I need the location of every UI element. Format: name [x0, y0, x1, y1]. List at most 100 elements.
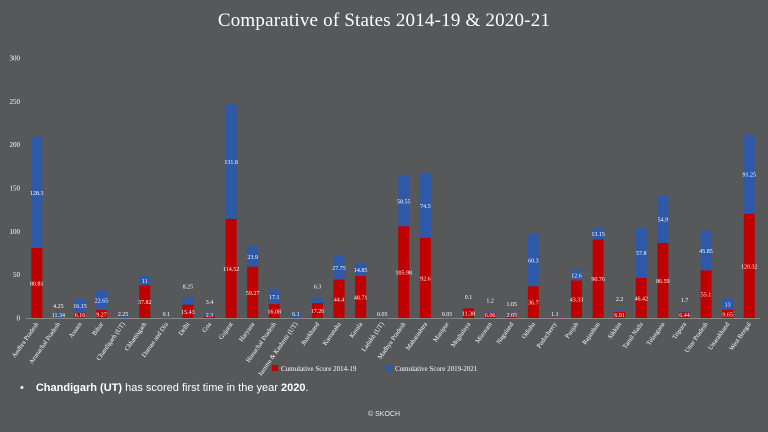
chart-title: Comparative of States 2014-19 & 2020-21 — [217, 10, 551, 31]
x-tick-label: West Bengal — [728, 321, 753, 352]
value-label-2014-19: 44.4 — [334, 297, 345, 303]
axes: 0 50 100 150 200 250 300 — [10, 55, 760, 323]
bar-2014-19 — [635, 277, 647, 318]
x-tick-label: Tripura — [671, 321, 688, 341]
bar-2019-21 — [52, 314, 64, 318]
x-tick-label: Delhi — [178, 321, 192, 337]
bar-2014-19 — [398, 226, 410, 318]
x-tick-label: Gujarat — [218, 321, 235, 341]
value-label-2019-21: 12.6 — [571, 273, 582, 279]
x-tick-label: Manipur — [432, 320, 451, 343]
x-tick-label: Odisha — [521, 321, 537, 340]
x-tick-label: Mizoram — [474, 321, 493, 345]
value-label-2019-21: 0.1 — [163, 312, 171, 318]
x-tick-label: Goa — [201, 321, 213, 334]
value-label-2014-19: 43.33 — [570, 298, 584, 304]
bar-2014-19 — [311, 303, 323, 318]
bar-2019-21 — [355, 262, 367, 276]
bar-2019-21 — [225, 104, 237, 219]
value-label-2014-19: 9.27 — [96, 312, 107, 318]
value-label-2019-21: 8.25 — [183, 284, 194, 290]
value-label-2014-19: 55.1 — [701, 293, 712, 299]
value-label-2019-21: 3.4 — [206, 300, 214, 306]
x-tick-label: Telangana — [645, 321, 666, 347]
value-label-2019-21: 74.5 — [420, 204, 431, 210]
bar-2014-19 — [484, 312, 496, 318]
bar-2014-19 — [678, 312, 690, 318]
bar-2014-19 — [571, 280, 582, 318]
bar-2019-21 — [204, 313, 215, 317]
bar-2014-19 — [333, 279, 345, 318]
legend-label: Cumulative Score 2014-19 — [281, 365, 357, 373]
y-tick-label: 50 — [13, 271, 21, 279]
legend: Cumulative Score 2014-19 Cumulative Score… — [272, 365, 478, 373]
value-label-2019-21: 14.85 — [354, 268, 368, 274]
value-label-2014-19: 6.16 — [75, 313, 86, 319]
value-label-2019-21: 2.2 — [616, 297, 624, 303]
x-tick-label: Rajasthan — [581, 321, 602, 347]
value-label-2014-19: 6.91 — [614, 313, 625, 319]
value-label-2019-21: 4.25 — [53, 304, 64, 310]
footnote: • Chandigarh (UT) has scored first time i… — [20, 382, 309, 394]
x-tick-label: Punjab — [564, 321, 580, 340]
value-label-2014-19: 46.42 — [635, 296, 649, 302]
bar-2014-19 — [355, 275, 367, 318]
bar-2019-21 — [700, 230, 712, 271]
value-label-2019-21: 22.65 — [95, 299, 109, 305]
bar-2014-19 — [592, 239, 604, 318]
value-label-2014-19: 105.98 — [396, 271, 413, 277]
value-label-2014-19: 90.76 — [591, 277, 605, 283]
bar-2019-21 — [527, 233, 539, 287]
x-tick-label: Karnataka — [322, 321, 343, 347]
bar-2014-19 — [419, 237, 431, 318]
bar-2014-19 — [247, 266, 259, 318]
value-label-2019-21: 128.3 — [30, 191, 44, 197]
value-label-2019-21: 13.15 — [591, 232, 605, 238]
bar-2019-21 — [247, 245, 259, 267]
value-label-2014-19: 37.82 — [138, 300, 152, 306]
value-label-2019-21: 1.2 — [486, 299, 494, 305]
bar-2019-21 — [506, 314, 518, 316]
bar-2019-21 — [614, 310, 626, 313]
value-label-2019-21: 11 — [142, 279, 148, 285]
bar-2019-21 — [333, 255, 345, 280]
note-subject: Chandigarh (UT) — [35, 382, 123, 394]
x-tick-label: Kerala — [349, 321, 365, 339]
note-year: 2020 — [280, 382, 306, 394]
x-tick-label: Maharashtra — [405, 321, 429, 352]
bar-2014-19 — [139, 285, 151, 318]
legend-label: Cumulative Score 2019-2021 — [395, 365, 478, 373]
value-label-2014-19: 36.7 — [528, 301, 539, 307]
bar-2014-19 — [743, 213, 755, 318]
value-label-2019-21: 1.05 — [506, 302, 517, 308]
value-label-2019-21: 6.3 — [314, 285, 322, 291]
bar-2014-19 — [463, 308, 475, 318]
bar-2019-21 — [74, 298, 86, 313]
value-label-2014-19: 16.08 — [268, 310, 282, 316]
value-label-2019-21: 91.25 — [742, 173, 756, 179]
value-labels: 80.81 128.3 11.34 4.25 6.16 16.15 9.27 22.65 2.2… — [30, 160, 757, 319]
bar-2019-21 — [398, 175, 410, 227]
y-tick-label: 250 — [10, 98, 21, 106]
bar-2019-21 — [484, 311, 496, 313]
value-label-2019-21: 0.1 — [465, 295, 473, 301]
value-label-2014-19: 11.34 — [52, 313, 65, 319]
bar-2019-21 — [657, 195, 669, 243]
y-tick-label: 150 — [10, 185, 21, 193]
bar-2014-19 — [268, 304, 280, 318]
value-label-2019-21: 6.1 — [292, 312, 300, 318]
x-tick-label: Haryana — [238, 321, 256, 343]
value-label-2014-19: 11.38 — [462, 312, 475, 318]
bar-2019-21 — [182, 297, 194, 305]
bar-2019-21 — [268, 289, 280, 305]
value-label-2014-19: 120.32 — [741, 264, 758, 270]
x-tick-label: Tamil Nadu — [622, 321, 646, 351]
x-tick-label: Meghalaya — [450, 321, 472, 349]
bar-2019-21 — [31, 136, 43, 248]
value-label-2014-19: 2.3 — [206, 313, 214, 319]
value-label-2014-19: 92.6 — [420, 276, 431, 282]
value-label-2014-19: 48.71 — [354, 295, 368, 301]
y-tick-label: 100 — [10, 228, 21, 236]
value-label-2019-21: 58.55 — [397, 199, 411, 205]
